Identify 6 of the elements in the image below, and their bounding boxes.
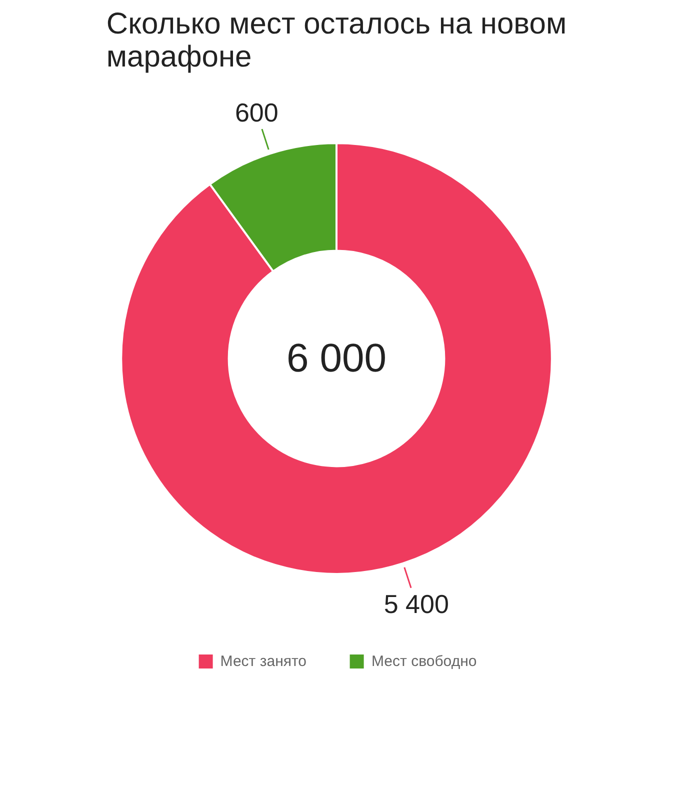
legend-label: Мест занято: [220, 652, 307, 670]
text: 6 000: [286, 336, 387, 380]
chart-title: Сколько мест осталось на новом марафоне: [106, 8, 567, 74]
data-label: 600: [234, 98, 278, 128]
legend-label: Мест свободно: [372, 652, 477, 670]
data-label: 5 400: [384, 589, 449, 620]
